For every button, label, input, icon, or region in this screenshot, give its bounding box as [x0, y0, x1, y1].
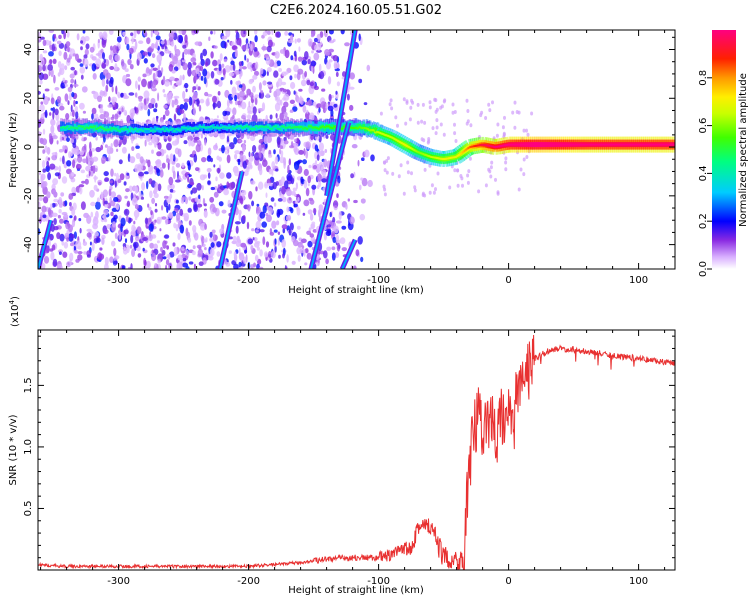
snr-y-multiplier: (x104): [8, 296, 21, 327]
snr-y-multiplier-exp: 4: [8, 299, 16, 304]
snr-y-ticks: 0.5 1.0 1.5: [23, 335, 675, 559]
y-tick-label: 1.5: [23, 377, 34, 393]
colorbar-tick-label: 0.0: [698, 261, 709, 277]
spectrogram-content: [38, 30, 675, 269]
snr-y-multiplier-close: ): [10, 296, 21, 300]
colorbar-tick-label: 0.6: [698, 118, 709, 134]
y-tick-label: 1.0: [23, 439, 34, 455]
frequency-ridge: [60, 118, 675, 167]
x-tick-label: 100: [629, 275, 648, 286]
y-tick-label: 40: [23, 43, 34, 56]
colorbar-tick-label: 0.8: [698, 70, 709, 86]
x-tick-label: 0: [505, 576, 511, 587]
snr-y-multiplier-base: (x10: [10, 304, 21, 327]
spectrogram-y-label: Frequency (Hz): [8, 112, 19, 188]
x-tick-label: -100: [367, 576, 390, 587]
colorbar-tick-label: 0.4: [698, 165, 709, 181]
snr-x-label: Height of straight line (km): [288, 585, 424, 596]
colorbar-label: Normalized spectral amplitude: [738, 73, 749, 227]
y-tick-label: 0: [23, 144, 34, 150]
x-tick-label: -200: [237, 576, 260, 587]
spectrogram-frame: [37, 29, 676, 270]
diagonal-streaks: [38, 30, 358, 269]
spectrogram-x-label: Height of straight line (km): [288, 285, 424, 296]
x-tick-label: -300: [107, 275, 130, 286]
y-tick-label: 20: [23, 92, 34, 105]
colorbar-tick-label: 0.2: [698, 213, 709, 229]
spectrogram-y-ticks: -40 -20 0 20 40: [23, 36, 675, 270]
y-tick-label: -40: [23, 236, 34, 252]
colorbar: 0.0 0.2 0.4 0.6 0.8 Normalized spectral ampl…: [698, 30, 749, 277]
snr-series-line: [38, 334, 675, 570]
snr-content: [38, 334, 675, 570]
snr-x-ticks: -300 -200 -100 0 100: [40, 330, 666, 587]
y-tick-label: 0.5: [23, 501, 34, 517]
snr-y-label: SNR (10 * v/v): [8, 414, 19, 485]
y-tick-label: -20: [23, 188, 34, 204]
x-tick-label: -100: [367, 275, 390, 286]
figure-title: C2E6.2024.160.05.51.G02: [270, 3, 442, 18]
x-tick-label: 0: [505, 275, 511, 286]
colorbar-ticks: 0.0 0.2 0.4 0.6 0.8: [698, 70, 712, 277]
spectrogram-x-ticks: -300 -200 -100 0 100: [40, 30, 666, 286]
snr-panel: -300 -200 -100 0 100 0.5 1.0 1.5 Height of str…: [8, 296, 676, 596]
x-tick-label: -300: [107, 576, 130, 587]
x-tick-label: -200: [237, 275, 260, 286]
colorbar-gradient: [712, 30, 736, 269]
x-tick-label: 100: [629, 576, 648, 587]
snr-frame: [37, 329, 676, 571]
